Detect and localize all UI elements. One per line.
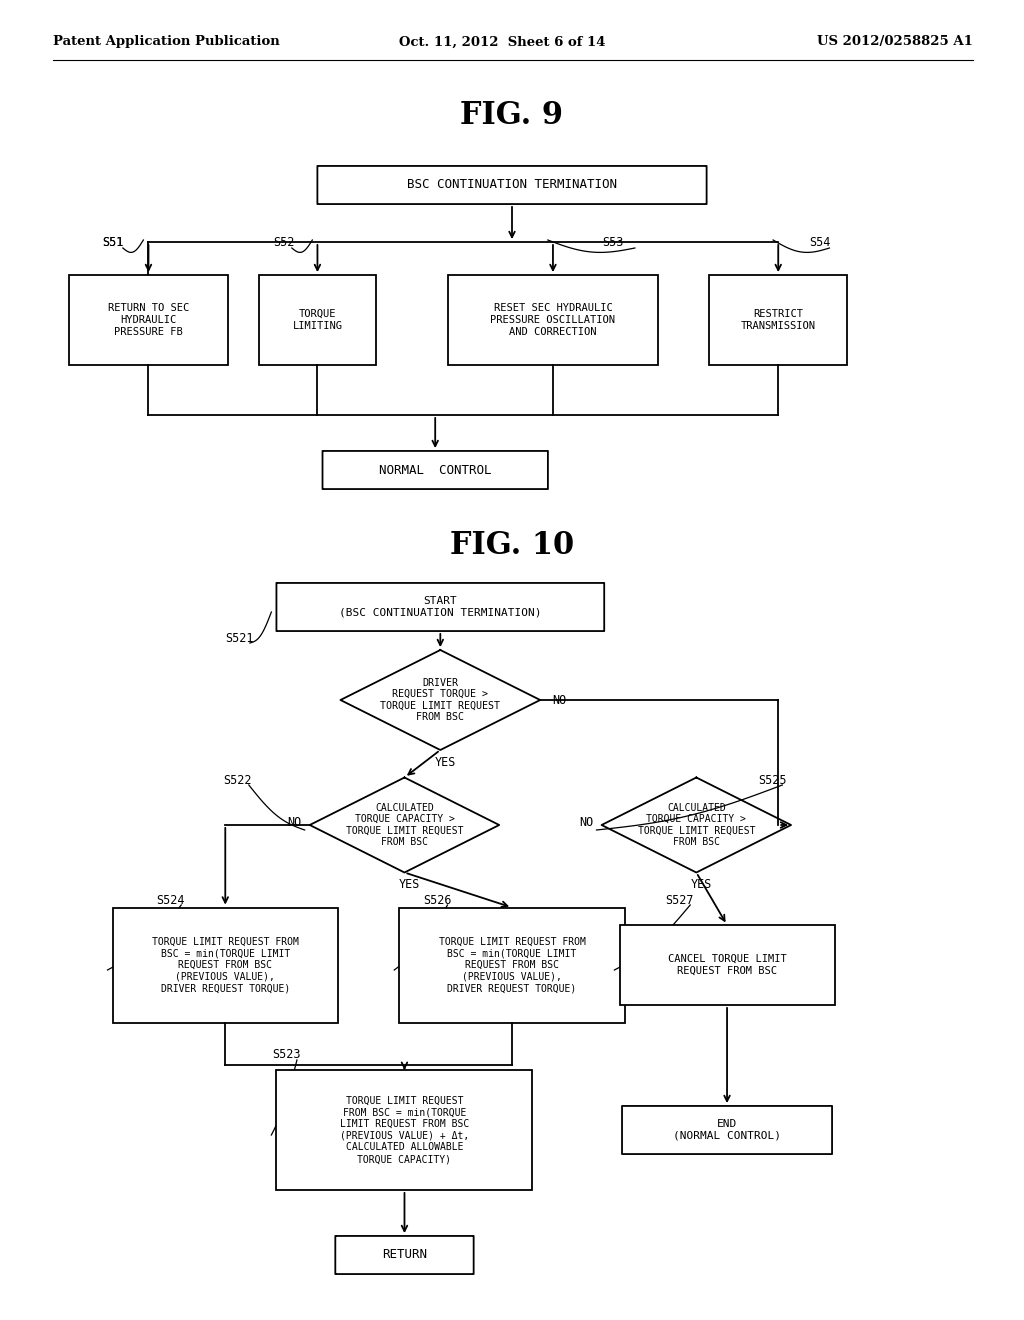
Text: S51: S51	[102, 236, 124, 249]
Text: RETURN: RETURN	[382, 1249, 427, 1262]
Text: RETURN TO SEC
HYDRAULIC
PRESSURE FB: RETURN TO SEC HYDRAULIC PRESSURE FB	[108, 304, 189, 337]
Text: Oct. 11, 2012  Sheet 6 of 14: Oct. 11, 2012 Sheet 6 of 14	[398, 36, 605, 49]
Bar	[620, 925, 835, 1005]
Text: END
(NORMAL CONTROL): END (NORMAL CONTROL)	[673, 1119, 781, 1140]
Text: NORMAL  CONTROL: NORMAL CONTROL	[379, 463, 492, 477]
Text: NO: NO	[553, 693, 566, 706]
Text: DRIVER
REQUEST TORQUE >
TORQUE LIMIT REQUEST
FROM BSC: DRIVER REQUEST TORQUE > TORQUE LIMIT REQ…	[380, 677, 501, 722]
Bar	[113, 908, 338, 1023]
Text: TORQUE LIMIT REQUEST FROM
BSC = min(TORQUE LIMIT
REQUEST FROM BSC
(PREVIOUS VALU: TORQUE LIMIT REQUEST FROM BSC = min(TORQ…	[152, 937, 299, 993]
Text: RESTRICT
TRANSMISSION: RESTRICT TRANSMISSION	[740, 309, 816, 331]
Text: US 2012/0258825 A1: US 2012/0258825 A1	[817, 36, 973, 49]
Text: S54: S54	[809, 235, 830, 248]
Text: TORQUE LIMIT REQUEST FROM
BSC = min(TORQUE LIMIT
REQUEST FROM BSC
(PREVIOUS VALU: TORQUE LIMIT REQUEST FROM BSC = min(TORQ…	[438, 937, 586, 993]
Text: CANCEL TORQUE LIMIT
REQUEST FROM BSC: CANCEL TORQUE LIMIT REQUEST FROM BSC	[668, 954, 786, 975]
Text: S52: S52	[273, 235, 295, 248]
Text: YES: YES	[435, 755, 456, 768]
Polygon shape	[340, 649, 541, 750]
Text: S51: S51	[102, 235, 124, 248]
FancyBboxPatch shape	[323, 451, 548, 488]
Text: NO: NO	[288, 816, 301, 829]
Text: TORQUE
LIMITING: TORQUE LIMITING	[293, 309, 342, 331]
Text: NO: NO	[580, 816, 594, 829]
Bar	[709, 275, 848, 366]
Bar	[258, 275, 377, 366]
Text: S521: S521	[225, 631, 254, 644]
Bar	[276, 1071, 532, 1191]
Text: RESET SEC HYDRAULIC
PRESSURE OSCILLATION
AND CORRECTION: RESET SEC HYDRAULIC PRESSURE OSCILLATION…	[490, 304, 615, 337]
Text: Patent Application Publication: Patent Application Publication	[53, 36, 280, 49]
Text: YES: YES	[399, 878, 420, 891]
Text: S522: S522	[223, 774, 252, 787]
Text: YES: YES	[691, 878, 712, 891]
FancyBboxPatch shape	[276, 583, 604, 631]
Bar	[399, 908, 625, 1023]
FancyBboxPatch shape	[622, 1106, 833, 1154]
Text: S527: S527	[666, 894, 694, 907]
Text: START
(BSC CONTINUATION TERMINATION): START (BSC CONTINUATION TERMINATION)	[339, 597, 542, 618]
Polygon shape	[602, 777, 791, 873]
Text: FIG. 10: FIG. 10	[450, 529, 574, 561]
Text: S524: S524	[157, 894, 185, 907]
Text: S53: S53	[602, 235, 624, 248]
Text: S525: S525	[758, 774, 786, 787]
Text: FIG. 9: FIG. 9	[461, 99, 563, 131]
Text: S523: S523	[272, 1048, 301, 1061]
Text: CALCULATED
TORQUE CAPACITY >
TORQUE LIMIT REQUEST
FROM BSC: CALCULATED TORQUE CAPACITY > TORQUE LIMI…	[638, 803, 755, 847]
FancyBboxPatch shape	[335, 1236, 474, 1274]
FancyBboxPatch shape	[317, 166, 707, 205]
Bar	[70, 275, 227, 366]
Text: BSC CONTINUATION TERMINATION: BSC CONTINUATION TERMINATION	[407, 178, 617, 191]
Text: CALCULATED
TORQUE CAPACITY >
TORQUE LIMIT REQUEST
FROM BSC: CALCULATED TORQUE CAPACITY > TORQUE LIMI…	[346, 803, 463, 847]
Text: S526: S526	[423, 894, 452, 907]
Bar	[449, 275, 658, 366]
Polygon shape	[309, 777, 500, 873]
Text: TORQUE LIMIT REQUEST
FROM BSC = min(TORQUE
LIMIT REQUEST FROM BSC
(PREVIOUS VALU: TORQUE LIMIT REQUEST FROM BSC = min(TORQ…	[340, 1096, 469, 1164]
